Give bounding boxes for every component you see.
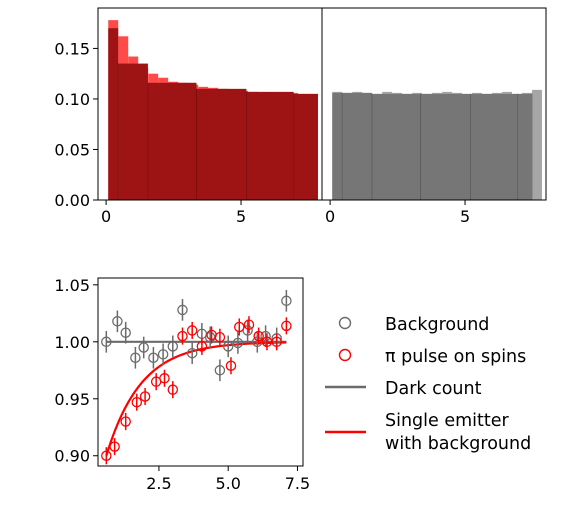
- y-tick-label: 0.05: [54, 140, 90, 159]
- axes-frame: [97, 277, 304, 467]
- y-tick-label: 0.95: [54, 390, 90, 409]
- legend: Background π pulse on spins Dark count Sing…: [325, 315, 531, 454]
- x-tick-label: 0: [325, 207, 335, 226]
- y-tick-label: 1.00: [54, 333, 90, 352]
- pi-pulse-point: [131, 396, 143, 408]
- legend-label-fit-line2: with background: [385, 434, 531, 454]
- background-point: [214, 365, 226, 376]
- background-point: [138, 342, 149, 353]
- pi-pulse-point: [186, 325, 198, 336]
- background-point: [130, 352, 141, 364]
- coarse-bin-bar: [371, 93, 421, 200]
- background-point: [177, 304, 188, 316]
- coarse-bin-bar: [342, 92, 372, 200]
- panel-c: 2.5 5.0 7.5 0.90 0.95 1.00 1.05: [54, 276, 310, 493]
- pi-pulse-point: [120, 416, 131, 427]
- background-point: [232, 337, 244, 349]
- pi-pulse-point: [139, 391, 151, 402]
- coarse-bin-bar: [118, 63, 148, 200]
- y-tick-label: 1.05: [54, 276, 90, 295]
- legend-label-background: Background: [385, 315, 489, 335]
- coarse-bin-bar: [196, 88, 247, 200]
- pi-pulse-point: [101, 450, 112, 461]
- background-point: [120, 327, 131, 338]
- x-tick-label: 0: [101, 207, 111, 226]
- background-point: [281, 295, 292, 307]
- pi-pulse-point: [243, 319, 255, 330]
- coarse-bin-bar: [420, 93, 471, 200]
- pi-pulse-point: [159, 373, 170, 384]
- y-tick-label: 0.00: [54, 191, 90, 210]
- pi-pulse-point: [109, 441, 120, 452]
- pi-pulse-point: [253, 330, 264, 342]
- background-point: [260, 330, 271, 342]
- coarse-bin-bar: [108, 28, 119, 200]
- coarse-bin-bar: [517, 93, 533, 200]
- y-tick-label: 0.10: [54, 90, 90, 109]
- legend-label-fit-line1: Single emitter: [385, 411, 510, 431]
- pi-pulse-point: [281, 320, 292, 332]
- x-tick-label: 5: [236, 207, 246, 226]
- pi-pulse-point: [196, 341, 208, 352]
- background-point: [222, 341, 234, 352]
- background-point: [148, 352, 159, 364]
- coarse-bin-bar: [293, 93, 318, 200]
- legend-marker-background: [338, 316, 352, 330]
- background-point: [157, 349, 169, 360]
- coarse-bin-bar: [246, 91, 294, 200]
- background-point: [167, 341, 179, 352]
- legend-label-pi-pulse: π pulse on spins: [385, 347, 526, 367]
- legend-marker-pi-pulse: [338, 348, 352, 362]
- x-tick-label: 5: [460, 207, 470, 226]
- y-tick-label: 0.90: [54, 447, 90, 466]
- pi-pulse-point: [214, 331, 226, 343]
- pi-pulse-point: [167, 384, 179, 395]
- coarse-bin-bar: [470, 93, 518, 200]
- y-tick-label: 0.15: [54, 39, 90, 58]
- legend-label-dark-count: Dark count: [385, 379, 482, 399]
- panel-a: 0 5 0.00 0.05 0.10 0.15: [54, 7, 323, 226]
- coarse-bin-bar: [332, 92, 343, 200]
- coarse-bin-bar: [147, 82, 197, 200]
- x-tick-label: 5.0: [215, 474, 240, 493]
- pi-pulse-point: [177, 330, 188, 342]
- background-point: [101, 336, 112, 348]
- axes-frame: [321, 7, 547, 201]
- x-tick-label: 2.5: [146, 474, 171, 493]
- fine-bin-bar: [531, 89, 542, 200]
- background-point: [112, 316, 123, 327]
- background-point: [186, 347, 198, 359]
- pi-pulse-point: [225, 360, 237, 371]
- x-tick-label: 7.5: [285, 474, 310, 493]
- pi-pulse-point: [234, 321, 245, 333]
- pi-pulse-point: [271, 336, 282, 348]
